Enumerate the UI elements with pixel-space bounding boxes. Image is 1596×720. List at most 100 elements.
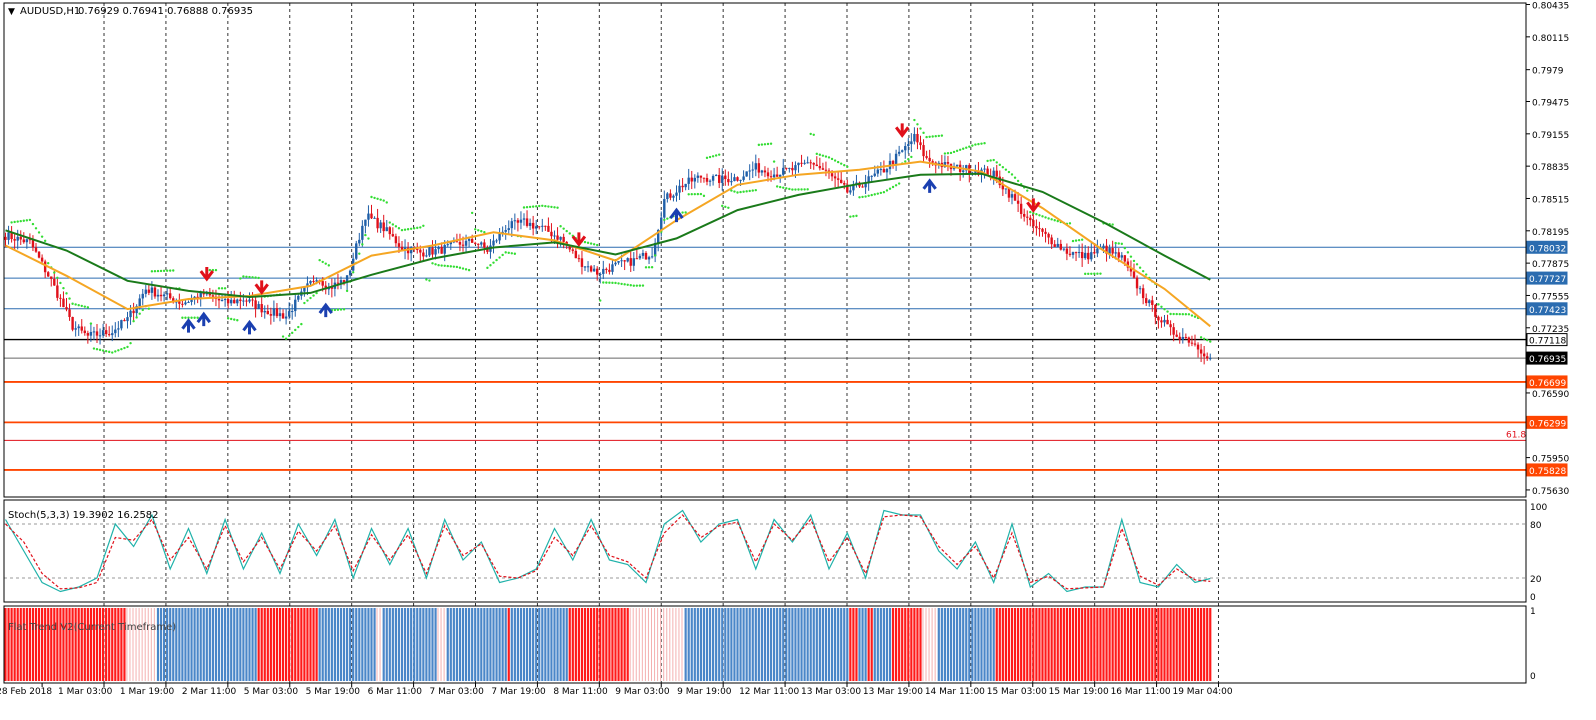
flat-trend-bar bbox=[702, 608, 706, 681]
candle-body bbox=[443, 245, 446, 254]
candle-body bbox=[355, 243, 358, 259]
candle-body bbox=[1184, 336, 1188, 338]
candle-body bbox=[461, 244, 465, 246]
y-tick-label: 0.78515 bbox=[1532, 195, 1569, 205]
candle-body bbox=[672, 195, 675, 198]
sar-dot bbox=[721, 204, 724, 208]
sar-dot bbox=[1169, 312, 1172, 316]
sar-dot bbox=[1010, 173, 1014, 176]
flat-trend-bar bbox=[379, 608, 381, 681]
candle-body bbox=[382, 222, 385, 232]
candle-body bbox=[178, 301, 181, 304]
fib-level-label: 61.8 bbox=[1506, 430, 1526, 440]
menu-triangle-icon[interactable]: ▼ bbox=[8, 7, 15, 17]
flat-trend-bar bbox=[1129, 608, 1133, 681]
candle-body bbox=[684, 183, 687, 188]
flat-trend-bar bbox=[1013, 608, 1017, 681]
candle-body bbox=[1172, 327, 1175, 335]
candle-body bbox=[68, 309, 71, 317]
flat-trend-bar bbox=[1065, 608, 1068, 681]
sar-dot bbox=[702, 194, 706, 198]
flat-trend-bar bbox=[888, 608, 892, 681]
flat-trend-bar bbox=[1108, 608, 1111, 681]
flat-trend-bar bbox=[513, 608, 516, 681]
candle-body bbox=[775, 174, 779, 177]
candle-body bbox=[77, 326, 80, 329]
sar-dot bbox=[589, 242, 593, 245]
sar-dot bbox=[836, 160, 840, 164]
candle-body bbox=[815, 164, 818, 167]
candle-body bbox=[849, 190, 852, 193]
sar-dot bbox=[632, 284, 635, 287]
sar-dot bbox=[446, 264, 449, 268]
sar-dot bbox=[43, 239, 47, 243]
flat-trend-bar bbox=[809, 608, 812, 681]
flat-trend-bar bbox=[1004, 608, 1007, 681]
candle-body bbox=[544, 225, 547, 227]
sar-dot bbox=[553, 206, 556, 209]
flat-trend-bar bbox=[556, 608, 559, 681]
flat-trend-bar bbox=[208, 608, 211, 681]
flat-trend-bar bbox=[352, 608, 355, 681]
flat-trend-bar bbox=[580, 608, 584, 681]
sar-dot bbox=[620, 282, 623, 286]
candle-body bbox=[480, 242, 483, 245]
flat-trend-bar bbox=[257, 608, 260, 681]
sar-dot bbox=[513, 252, 517, 255]
flat-trend-bar bbox=[1035, 608, 1038, 681]
flat-trend-bar bbox=[782, 608, 785, 681]
candle-body bbox=[474, 242, 477, 244]
sar-dot bbox=[1184, 313, 1188, 316]
x-tick-label: 2 Mar 11:00 bbox=[182, 687, 237, 697]
flat-trend-bar bbox=[407, 608, 410, 681]
candle-body bbox=[623, 260, 626, 262]
flat-trend-bar bbox=[821, 608, 824, 681]
flat-trend-bar bbox=[1105, 608, 1108, 681]
candle-body bbox=[647, 257, 651, 260]
sar-dot bbox=[300, 322, 303, 326]
sar-dot bbox=[190, 316, 193, 319]
sar-dot bbox=[797, 188, 800, 191]
candle-body bbox=[589, 266, 593, 272]
flat-trend-bar bbox=[159, 608, 163, 681]
sar-dot bbox=[638, 284, 642, 287]
sar-dot bbox=[940, 134, 944, 137]
flat-trend-bar bbox=[41, 608, 44, 681]
candle-body bbox=[1019, 203, 1023, 214]
candle-body bbox=[294, 299, 297, 312]
sar-dot bbox=[385, 201, 388, 204]
y-tick-label: 0.75630 bbox=[1532, 487, 1569, 497]
sar-dot bbox=[1099, 272, 1102, 275]
sar-dot bbox=[461, 267, 465, 270]
sar-dot bbox=[492, 261, 495, 264]
flat-trend-bar bbox=[245, 608, 248, 681]
candle-body bbox=[687, 177, 690, 184]
flat-trend-bar bbox=[574, 608, 577, 681]
sar-dot bbox=[617, 282, 620, 285]
price-level-label: 0.75828 bbox=[1529, 467, 1566, 477]
y-tick-label: 0.80435 bbox=[1532, 2, 1569, 12]
candle-body bbox=[394, 236, 398, 244]
flat-trend-bar bbox=[858, 608, 861, 681]
panel-frame bbox=[3, 2, 1527, 498]
candle-body bbox=[437, 246, 440, 250]
candle-body bbox=[37, 251, 41, 258]
candle-body bbox=[31, 240, 35, 248]
candle-body bbox=[803, 162, 806, 164]
sar-dot bbox=[440, 264, 443, 267]
candle-body bbox=[702, 177, 706, 179]
sar-dot bbox=[1163, 307, 1166, 311]
flat-trend-bar bbox=[1206, 608, 1209, 681]
candle-body bbox=[1010, 194, 1014, 198]
candle-body bbox=[1013, 194, 1017, 201]
sar-dot bbox=[562, 227, 565, 230]
sar-dot bbox=[699, 192, 703, 196]
flat-trend-bar bbox=[1059, 608, 1062, 681]
sar-dot bbox=[794, 188, 797, 191]
sar-dot bbox=[1035, 213, 1038, 216]
sar-dot bbox=[733, 190, 736, 193]
flat-trend-bar bbox=[242, 608, 245, 681]
flat-trend-bar bbox=[797, 608, 800, 681]
candle-body bbox=[1178, 336, 1181, 340]
sar-dot bbox=[394, 225, 398, 228]
